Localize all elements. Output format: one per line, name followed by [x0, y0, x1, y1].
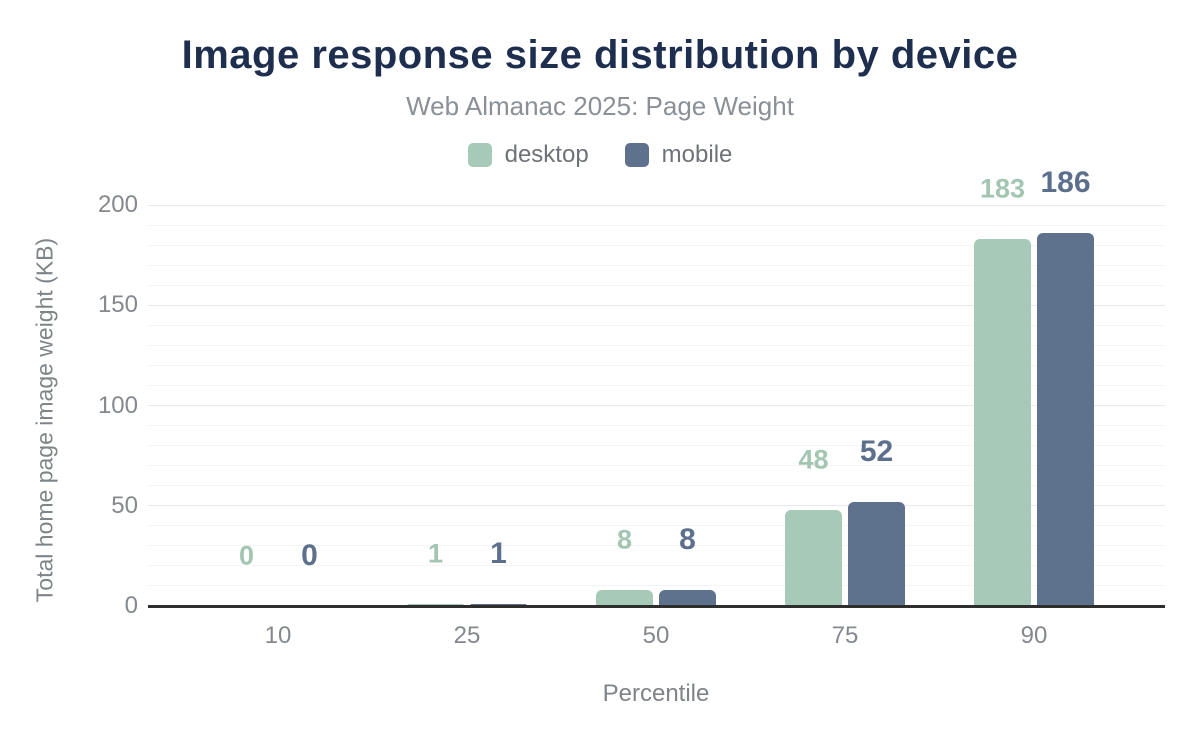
y-tick-label: 50: [111, 491, 138, 519]
gridline-minor: [148, 425, 1165, 427]
y-axis-title: Total home page image weight (KB): [31, 237, 58, 603]
gridline-minor: [148, 485, 1165, 487]
y-tick-label: 100: [97, 391, 138, 419]
y-tick-label: 200: [97, 191, 138, 218]
gridline-minor: [148, 264, 1165, 266]
x-axis-title: Percentile: [602, 680, 710, 707]
bar-desktop-p90[interactable]: [974, 239, 1031, 606]
gridline-major: [148, 204, 1165, 206]
gridline-minor: [148, 284, 1165, 286]
y-tick-label: 0: [124, 592, 138, 619]
gridline-minor: [148, 224, 1165, 226]
value-label-desktop-p90: 183: [979, 173, 1026, 204]
value-label-mobile-p90: 186: [1040, 166, 1091, 200]
value-label-mobile-p10: 0: [301, 539, 318, 572]
value-label-desktop-p50: 8: [616, 524, 633, 555]
bar-desktop-p75[interactable]: [785, 509, 842, 606]
gridline-major: [148, 405, 1165, 406]
bar-mobile-p90[interactable]: [1037, 233, 1094, 606]
x-tick-label: 90: [1020, 622, 1048, 649]
gridline-major: [148, 304, 1165, 306]
legend-label-mobile: mobile: [661, 141, 733, 168]
bar-desktop-p50[interactable]: [596, 589, 653, 606]
value-label-desktop-p75: 48: [798, 444, 829, 475]
x-axis-line: [148, 605, 1165, 608]
value-label-mobile-p25: 1: [490, 536, 507, 570]
y-tick-label: 150: [97, 291, 138, 319]
gridline-minor: [148, 585, 1165, 587]
gridline-minor: [148, 364, 1165, 366]
value-label-mobile-p50: 8: [679, 522, 696, 556]
gridline-minor: [148, 465, 1165, 467]
value-label-desktop-p25: 1: [427, 538, 444, 569]
bar-mobile-p25[interactable]: [470, 603, 527, 606]
gridline-minor: [148, 445, 1165, 447]
chart-title: Image response size distribution by devi…: [181, 33, 1019, 77]
bar-desktop-p25[interactable]: [407, 603, 464, 606]
gridline-minor: [148, 565, 1165, 567]
gridline-minor: [148, 244, 1165, 246]
gridline-minor: [148, 525, 1165, 527]
gridline-minor: [148, 324, 1165, 326]
x-tick-label: 50: [642, 622, 670, 649]
chart-subtitle: Web Almanac 2025: Page Weight: [406, 91, 794, 121]
legend-swatch-desktop: [467, 143, 492, 167]
legend-item-mobile[interactable]: mobile: [624, 141, 733, 169]
gridline-minor: [148, 384, 1165, 386]
value-label-mobile-p75: 52: [859, 434, 894, 468]
x-tick-label: 25: [453, 622, 481, 649]
gridline-minor: [148, 344, 1165, 346]
legend-swatch-mobile: [624, 143, 649, 167]
bar-mobile-p50[interactable]: [659, 589, 716, 606]
gridline-major: [148, 505, 1165, 507]
gridline-minor: [148, 545, 1165, 547]
legend-label-desktop: desktop: [504, 141, 589, 168]
bar-mobile-p75[interactable]: [848, 501, 905, 606]
x-tick-label: 75: [831, 622, 859, 649]
x-tick-label: 10: [264, 622, 292, 649]
legend-item-desktop[interactable]: desktop: [467, 141, 589, 169]
value-label-desktop-p10: 0: [238, 540, 255, 571]
legend: desktop mobile: [0, 141, 1200, 169]
